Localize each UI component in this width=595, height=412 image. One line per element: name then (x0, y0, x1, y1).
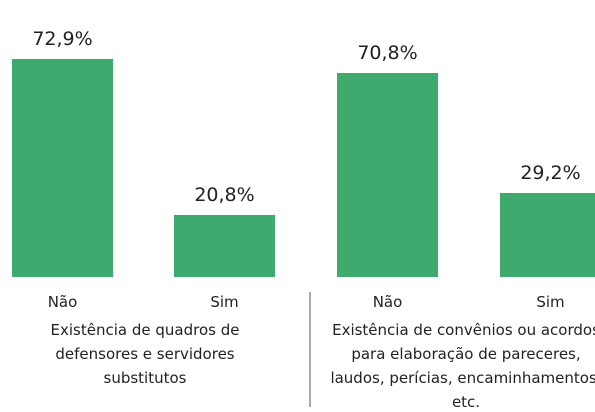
category-label: Não (47, 293, 78, 311)
bar (337, 73, 438, 277)
value-label: 20,8% (194, 183, 255, 206)
category-label: Sim (210, 293, 239, 311)
bar (12, 59, 113, 277)
value-label: 72,9% (32, 28, 93, 51)
divider (309, 292, 311, 407)
chart-caption: Existência de quadros de defensores e se… (50, 321, 240, 387)
category-label: Não (372, 293, 403, 311)
chart-caption: Existência de convênios ou acordos para … (330, 321, 595, 411)
value-label: 70,8% (357, 42, 418, 65)
category-label: Sim (536, 293, 565, 311)
bar (500, 193, 595, 277)
value-label: 29,2% (520, 162, 581, 185)
bar (174, 214, 275, 277)
